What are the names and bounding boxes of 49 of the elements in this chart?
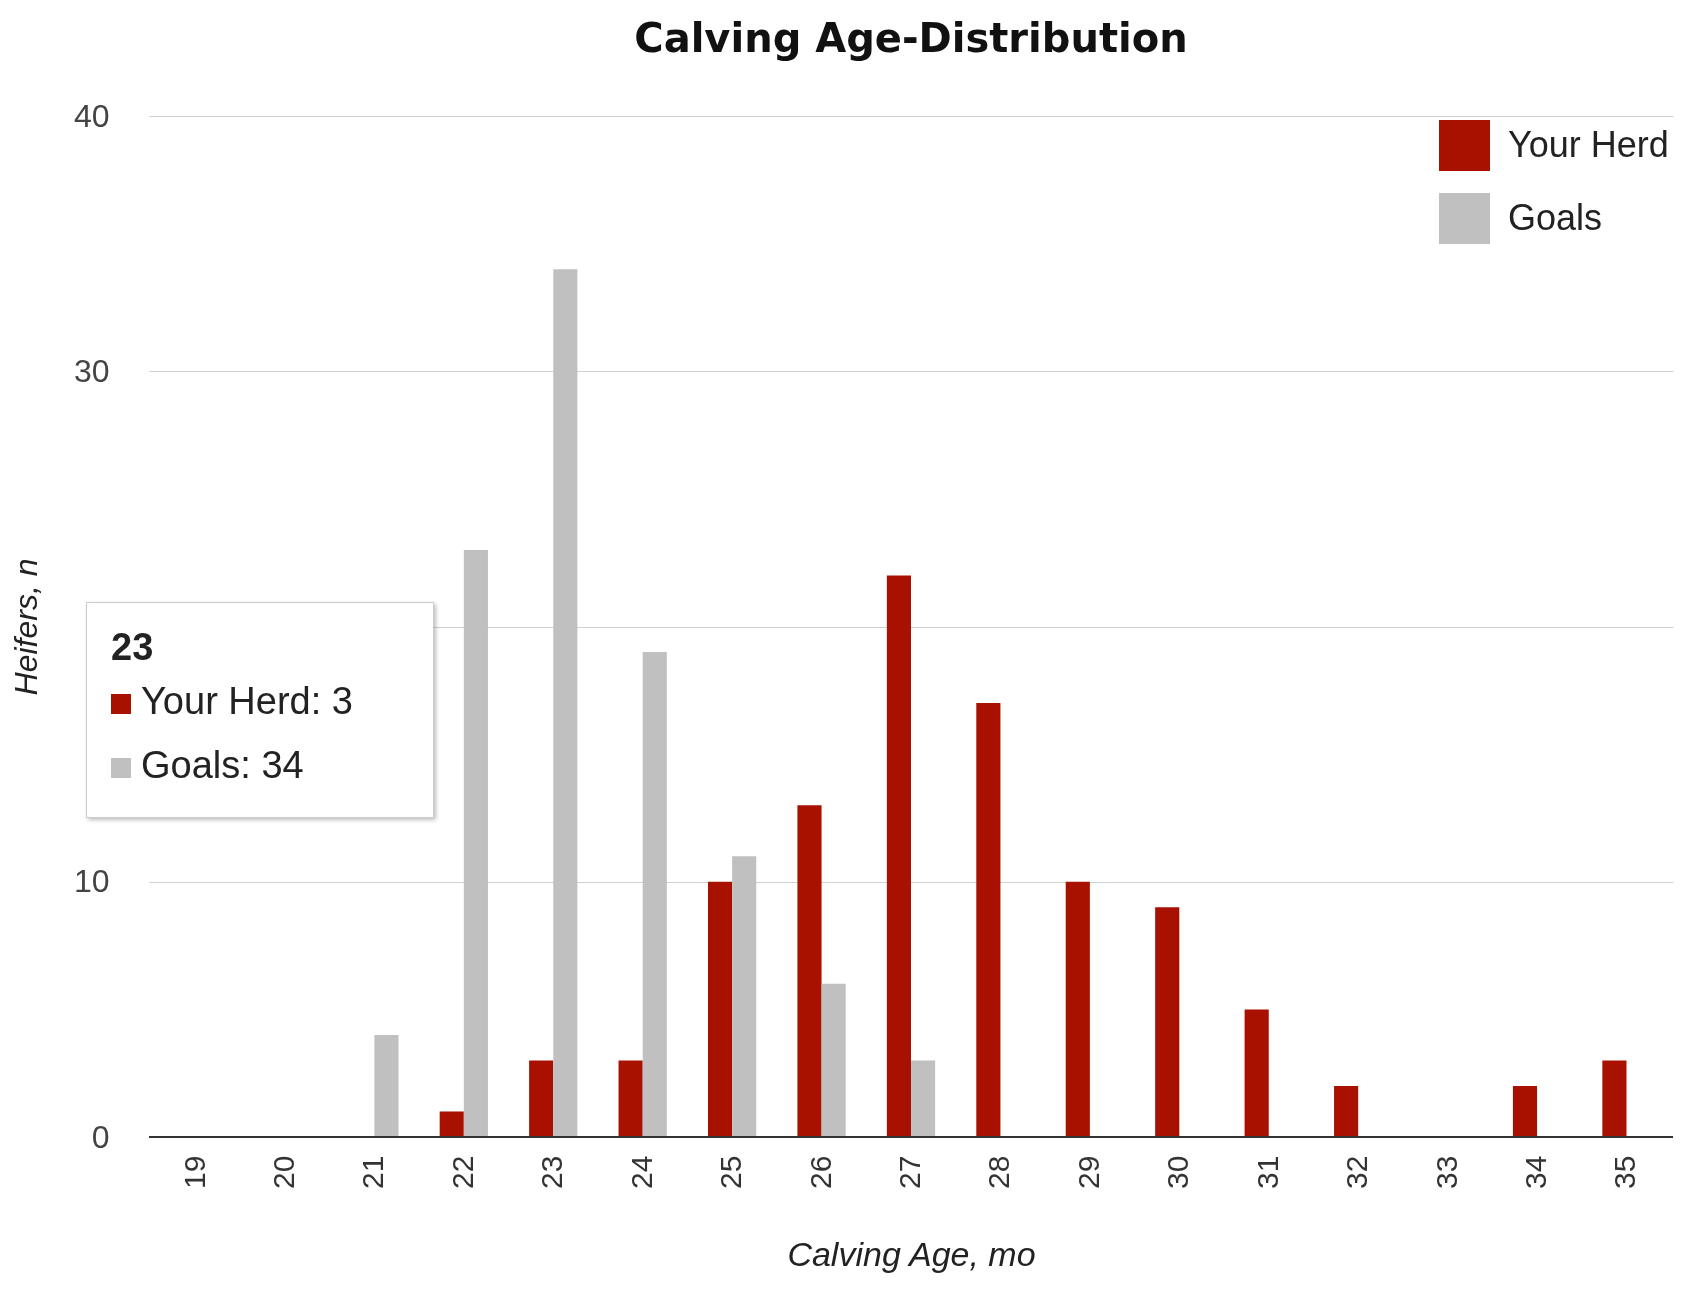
bar — [1244, 1009, 1269, 1137]
x-tick-label: 29 — [1071, 1155, 1105, 1189]
bar — [821, 983, 846, 1137]
x-tick-label: 25 — [714, 1155, 748, 1189]
annotation: Your Herd: 3 — [140, 679, 354, 724]
x-tick-label: 30 — [1161, 1155, 1195, 1189]
bar — [374, 1034, 399, 1137]
y-tick-label: 40 — [73, 97, 110, 134]
legend-label: Goals — [1508, 196, 1603, 238]
x-axis-title: Calving Age, mo — [787, 1234, 1036, 1273]
x-tick-label: 20 — [266, 1155, 300, 1189]
x-tick-label: 35 — [1608, 1155, 1642, 1189]
bar — [707, 881, 733, 1137]
x-tick-label: 23 — [535, 1155, 569, 1189]
x-tick-label: 19 — [177, 1155, 211, 1189]
bar — [911, 1060, 936, 1137]
bar — [439, 1111, 464, 1137]
bar — [529, 1060, 554, 1137]
x-tick-label: 22 — [445, 1155, 479, 1189]
legend-label: Your Herd — [1508, 123, 1669, 165]
bar — [463, 549, 488, 1137]
bar — [886, 575, 911, 1137]
x-tick-label: 34 — [1519, 1155, 1553, 1189]
x-tick-label: 33 — [1429, 1155, 1463, 1189]
x-tick-label: 24 — [624, 1155, 658, 1189]
annotation: 23 — [111, 625, 155, 669]
bar — [1065, 881, 1090, 1137]
y-axis-title: Heifers, n — [7, 558, 44, 696]
bar — [732, 856, 757, 1137]
bar — [553, 269, 578, 1137]
y-tick-label: 10 — [73, 863, 110, 900]
bar — [1155, 907, 1180, 1137]
x-tick-label: 21 — [356, 1155, 390, 1189]
x-tick-label: 28 — [982, 1155, 1016, 1189]
bar — [1602, 1060, 1627, 1137]
annotation: Goals: 34 — [140, 743, 305, 788]
y-tick-label: 0 — [91, 1118, 110, 1155]
bar — [1512, 1085, 1538, 1137]
x-tick-label: 27 — [893, 1155, 926, 1189]
chart-title: Calving Age-Distribution — [634, 15, 1188, 61]
bar — [642, 652, 667, 1137]
x-tick-label: 31 — [1250, 1155, 1284, 1189]
bar — [976, 703, 1001, 1137]
bar — [797, 805, 822, 1137]
y-tick-label: 30 — [73, 352, 110, 389]
bar — [1334, 1085, 1359, 1137]
x-tick-label: 32 — [1340, 1155, 1374, 1189]
bar — [618, 1060, 643, 1137]
x-tick-label: 26 — [803, 1155, 837, 1189]
